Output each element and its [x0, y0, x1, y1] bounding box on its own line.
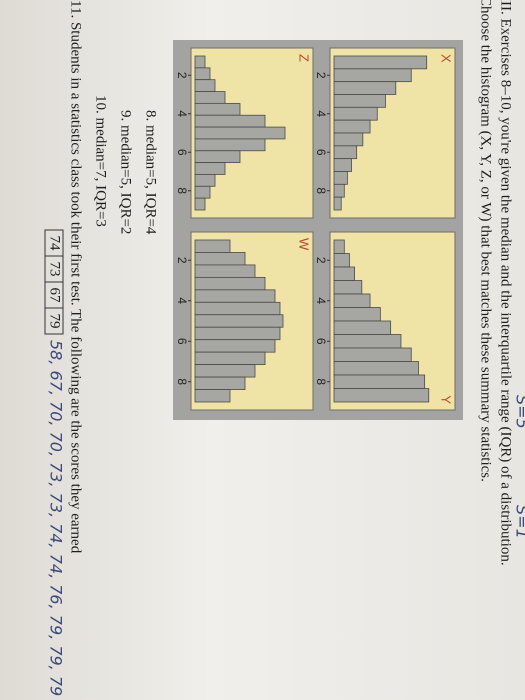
question: 10. median=7, IQR=3: [93, 95, 109, 227]
x-tick-label: 2: [175, 72, 189, 79]
histogram-bar: [194, 102, 241, 116]
table-value: 79: [47, 314, 63, 329]
table-value: 74: [47, 236, 63, 252]
histogram-bar: [194, 314, 284, 328]
histogram-bar: [194, 126, 286, 140]
histogram-bar: [333, 81, 397, 95]
histogram-bar: [194, 339, 276, 353]
x-tick-label: 4: [314, 297, 328, 304]
histogram-bar: [194, 351, 266, 366]
x-tick-label: 2: [175, 257, 189, 264]
x-tick-label: 4: [175, 297, 189, 304]
histogram-bar: [333, 347, 412, 362]
histogram-bar: [194, 185, 211, 199]
histogram-bar: [333, 374, 426, 389]
x-tick-label: 4: [175, 110, 189, 117]
histogram-bar: [333, 293, 371, 308]
histogram-bar: [194, 301, 281, 316]
histogram-bar: [333, 334, 402, 349]
panel-label: Y: [439, 395, 454, 404]
instruction: Choose the histogram (X, Y, Z, or W) tha…: [478, 0, 494, 482]
histogram-bar: [194, 174, 216, 187]
histogram-bar: [333, 68, 412, 83]
histogram-bar: [194, 364, 256, 378]
x-tick-label: 6: [314, 149, 328, 156]
histogram-bar: [194, 276, 266, 291]
x-tick-label: 2: [314, 72, 328, 79]
histogram-bar: [194, 138, 266, 152]
histogram-bar: [333, 280, 363, 295]
histogram-bar: [194, 91, 226, 104]
histogram-bar: [333, 361, 419, 376]
histogram-bar: [333, 239, 345, 254]
panel-label: Z: [297, 54, 312, 62]
histogram-bar: [194, 239, 231, 253]
table-value: 67: [47, 288, 63, 304]
histogram-bar: [333, 145, 358, 160]
histogram-bar: [194, 67, 211, 81]
histogram-bar: [333, 388, 430, 403]
histogram-bar: [333, 132, 364, 147]
histogram-bar: [194, 264, 256, 278]
histogram-bar: [333, 171, 348, 185]
histogram-bar: [333, 106, 378, 121]
histogram-bar: [194, 55, 206, 69]
x-tick-label: 8: [314, 187, 328, 194]
histogram-bar: [333, 158, 352, 172]
histogram-bar: [194, 389, 231, 403]
x-tick-label: 2: [314, 257, 328, 264]
x-tick-label: 6: [175, 338, 189, 345]
question: 9. median=5, IQR=2: [118, 110, 134, 234]
question: 11. Students in a statistics class took …: [68, 0, 84, 554]
panel-label: X: [439, 54, 454, 63]
histogram-bar: [333, 320, 392, 335]
histogram-bar: [333, 196, 342, 211]
handwritten-note: S=1: [513, 505, 525, 539]
x-tick-label: 8: [314, 378, 328, 385]
histogram-bar: [333, 253, 350, 268]
histogram-bar: [333, 183, 345, 198]
question: 8. median=5, IQR=4: [143, 110, 159, 235]
x-tick-label: 6: [175, 149, 189, 156]
handwritten-note: S=5: [513, 395, 525, 429]
histogram-bar: [333, 94, 386, 108]
x-tick-label: 8: [175, 378, 189, 385]
histogram-bar: [194, 376, 246, 390]
x-tick-label: 4: [314, 110, 328, 117]
handwritten-scores: 58, 67, 70, 70, 73, 73, 74, 74, 76, 79, …: [47, 340, 66, 696]
histogram-bar: [194, 162, 226, 175]
histogram-bar: [194, 150, 241, 164]
histogram-bar: [333, 119, 371, 134]
x-tick-label: 6: [314, 338, 328, 345]
histogram-bar: [194, 79, 216, 92]
histogram-bar: [194, 326, 281, 341]
histogram-bar: [194, 289, 276, 303]
histogram-bar: [194, 197, 206, 211]
panel-label: W: [297, 238, 312, 251]
histogram-bar: [194, 252, 246, 266]
table-cell: [44, 307, 64, 335]
histogram-bar: [194, 114, 266, 128]
histogram-bar: [333, 307, 381, 322]
exercise-title: III. Exercises 8–10, you're given the me…: [498, 0, 514, 566]
x-tick-label: 8: [175, 187, 189, 194]
histogram-bar: [333, 266, 356, 281]
histogram-bar: [333, 55, 428, 70]
table-value: 73: [47, 262, 63, 277]
